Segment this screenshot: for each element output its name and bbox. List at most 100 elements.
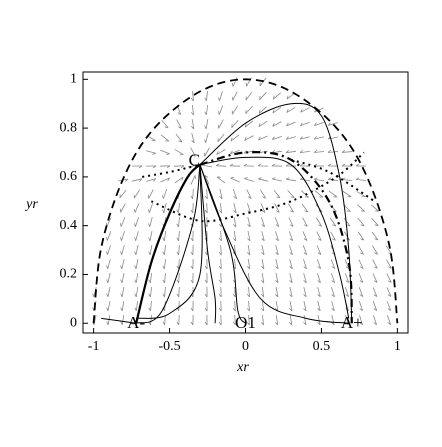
field-arrow — [190, 175, 197, 185]
point-label: C — [189, 151, 200, 170]
field-arrow — [317, 273, 321, 284]
field-arrow — [218, 272, 222, 284]
field-arrow — [316, 231, 322, 241]
field-arrow — [327, 122, 338, 126]
field-arrow — [303, 259, 307, 270]
field-arrow — [313, 136, 324, 140]
trajectory — [135, 164, 201, 324]
field-arrow — [218, 314, 222, 326]
field-arrow — [247, 245, 251, 256]
field-arrow — [190, 300, 194, 312]
field-arrow — [289, 315, 293, 326]
field-arrow — [287, 190, 295, 199]
field-arrow — [286, 107, 296, 113]
field-arrow — [120, 301, 125, 312]
field-arrow — [331, 287, 335, 298]
field-arrow — [231, 119, 239, 129]
trajectory — [199, 164, 246, 324]
field-arrow — [341, 177, 353, 181]
field-arrow — [245, 91, 253, 101]
trajectory — [142, 163, 201, 178]
field-arrow — [302, 245, 308, 256]
field-arrow — [261, 273, 265, 284]
field-arrow — [355, 177, 367, 181]
field-arrow — [233, 203, 237, 214]
field-arrow — [260, 314, 265, 326]
field-arrow — [134, 259, 139, 270]
field-arrow — [176, 286, 180, 298]
field-arrow — [286, 121, 296, 127]
field-arrow — [386, 301, 392, 311]
field-arrow — [119, 189, 127, 199]
field-arrow — [288, 217, 294, 227]
trajectory — [135, 163, 201, 324]
field-arrow — [275, 314, 279, 326]
field-arrow — [176, 230, 180, 242]
field-arrow — [275, 245, 279, 256]
field-arrow — [190, 258, 194, 270]
field-arrow — [258, 120, 268, 128]
field-arrow — [358, 245, 364, 255]
field-arrow — [357, 231, 365, 241]
field-arrow — [314, 190, 324, 198]
field-arrow — [231, 77, 238, 87]
field-arrow — [162, 203, 167, 213]
field-arrow — [259, 92, 267, 100]
field-arrow — [247, 217, 251, 228]
field-arrow — [358, 287, 364, 298]
field-arrow — [120, 314, 125, 326]
trajectory — [199, 164, 217, 324]
field-arrow — [274, 203, 280, 213]
field-arrow — [272, 92, 281, 100]
field-arrow — [190, 188, 194, 200]
field-arrow — [162, 244, 167, 256]
field-arrow — [218, 300, 222, 312]
field-arrow — [341, 149, 353, 153]
field-arrow — [134, 245, 139, 256]
field-arrow — [331, 301, 335, 312]
field-arrow — [147, 189, 154, 199]
field-arrow — [271, 177, 282, 182]
field-arrow — [261, 217, 265, 228]
field-arrow — [258, 177, 268, 182]
trajectory — [150, 151, 365, 223]
field-arrow — [275, 287, 279, 298]
field-arrow — [219, 189, 223, 200]
field-arrow — [204, 90, 208, 102]
field-arrow — [275, 259, 279, 270]
field-arrow — [355, 163, 367, 167]
field-arrow — [120, 217, 126, 227]
field-arrow — [329, 217, 337, 227]
field-arrow — [174, 176, 184, 184]
field-arrow — [230, 134, 240, 142]
field-arrow — [120, 259, 125, 270]
field-arrow — [313, 149, 325, 153]
point-label: O1 — [235, 313, 256, 332]
field-arrow — [190, 230, 194, 242]
field-arrow — [357, 217, 365, 227]
field-arrow — [359, 301, 363, 312]
field-arrow — [106, 273, 111, 283]
field-arrow — [162, 258, 166, 270]
field-arrow — [119, 203, 126, 213]
plot-frame — [82, 71, 409, 334]
field-arrow — [215, 163, 227, 167]
field-arrow — [232, 286, 236, 298]
field-arrow — [344, 287, 350, 298]
field-arrow — [303, 301, 307, 312]
field-arrow — [204, 258, 208, 270]
field-arrow — [161, 119, 169, 129]
field-arrow — [133, 203, 140, 213]
field-arrow — [327, 136, 338, 140]
field-arrow — [218, 258, 222, 270]
field-arrow — [218, 244, 222, 256]
field-arrow — [160, 149, 170, 155]
field-arrow — [229, 149, 240, 155]
field-arrow — [204, 272, 208, 284]
field-arrow — [204, 202, 208, 214]
field-arrow — [244, 135, 254, 141]
field-arrow — [244, 177, 254, 182]
field-arrow — [271, 163, 283, 167]
field-arrow — [106, 245, 111, 255]
field-arrow — [245, 106, 253, 114]
